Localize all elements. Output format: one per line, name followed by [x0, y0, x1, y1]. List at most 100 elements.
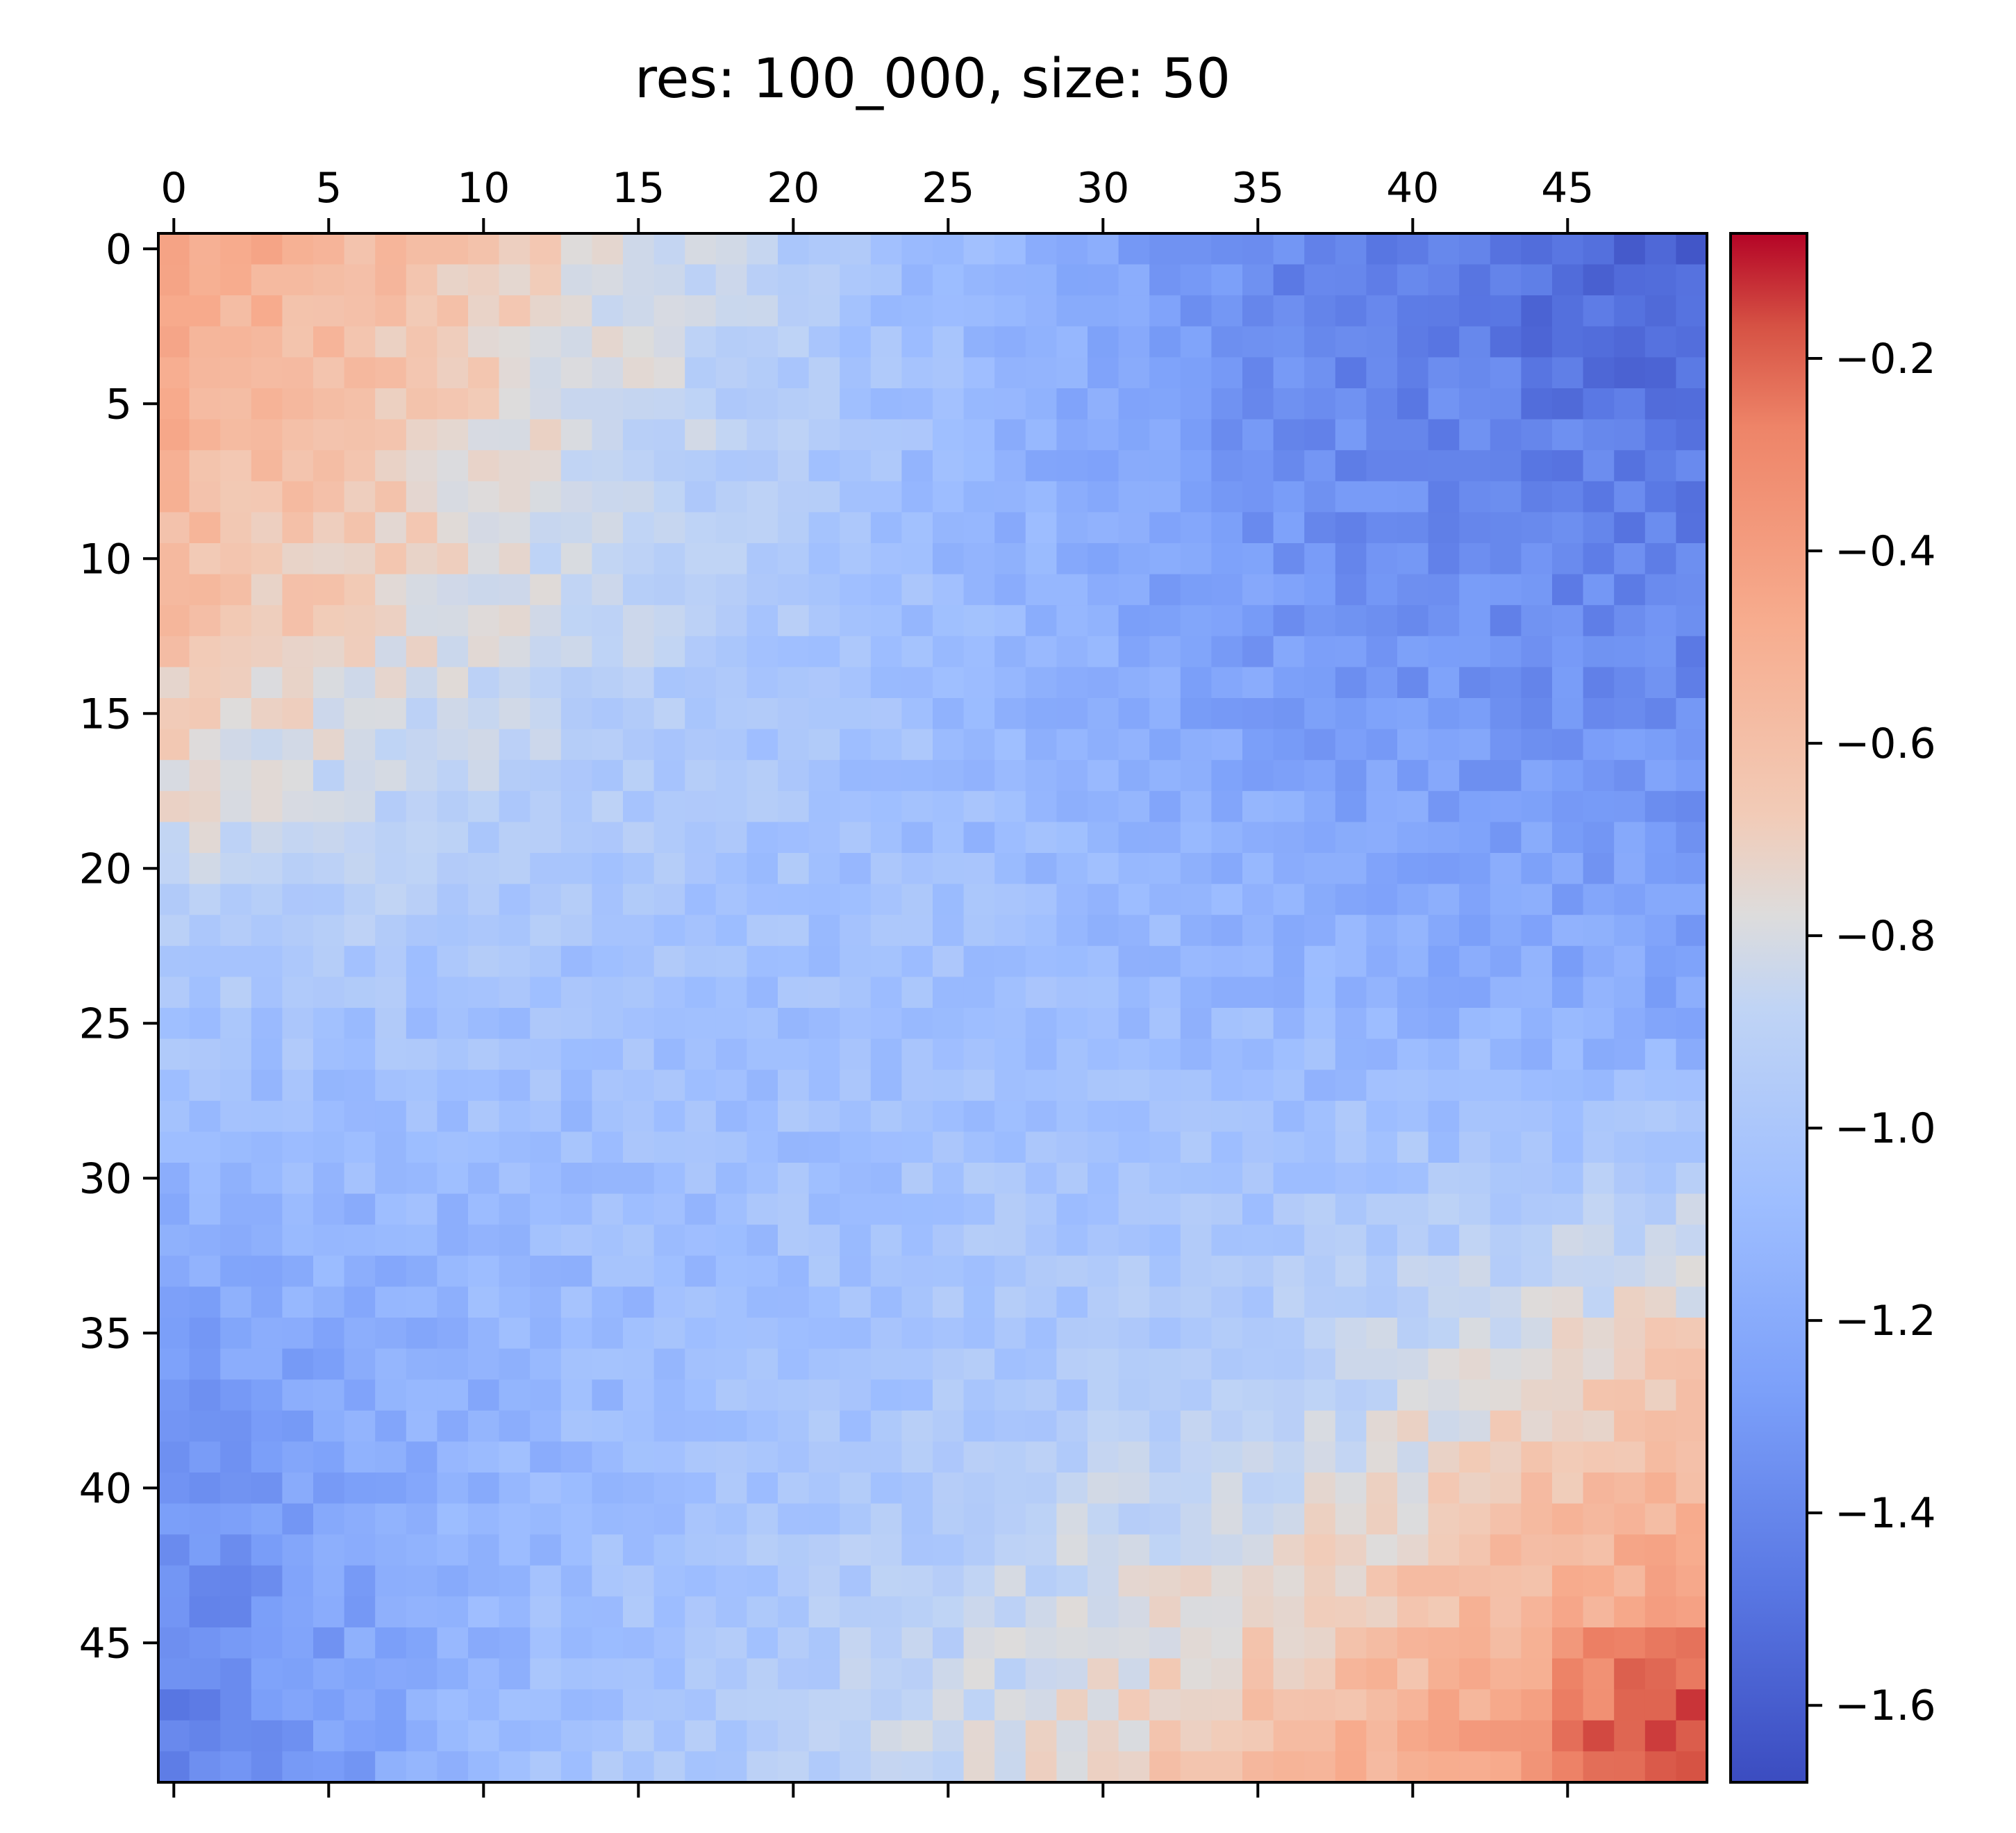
heatmap-cell: [1180, 1751, 1212, 1783]
heatmap-cell: [1118, 1627, 1150, 1659]
heatmap-cell: [1552, 1008, 1584, 1040]
heatmap-cell: [220, 543, 252, 575]
heatmap-cell: [251, 574, 283, 606]
heatmap-cell: [375, 1225, 407, 1256]
heatmap-cell: [592, 822, 624, 854]
heatmap-cell: [1644, 1751, 1676, 1783]
heatmap-cell: [1552, 1565, 1584, 1597]
heatmap-cell: [623, 760, 655, 792]
heatmap-cell: [468, 760, 500, 792]
heatmap-cell: [747, 1070, 778, 1102]
heatmap-cell: [1025, 1473, 1057, 1504]
heatmap-cell: [778, 605, 810, 637]
heatmap-cell: [344, 853, 376, 885]
heatmap-cell: [1149, 1255, 1181, 1287]
heatmap-cell: [468, 636, 500, 667]
heatmap-cell: [1521, 667, 1553, 699]
heatmap-cell: [1614, 295, 1646, 327]
heatmap-cell: [313, 729, 345, 761]
heatmap-cell: [1304, 1100, 1336, 1132]
heatmap-cell: [715, 729, 747, 761]
heatmap-cell: [933, 326, 965, 358]
heatmap-cell: [715, 915, 747, 947]
heatmap-cell: [1428, 790, 1460, 822]
heatmap-cell: [1490, 729, 1522, 761]
heatmap-cell: [1459, 419, 1491, 451]
heatmap-cell: [1273, 915, 1305, 947]
heatmap-cell: [1180, 357, 1212, 389]
heatmap-cell: [715, 667, 747, 699]
heatmap-cell: [901, 1225, 933, 1256]
heatmap-cell: [592, 1720, 624, 1752]
heatmap-cell: [1304, 1255, 1336, 1287]
heatmap-cell: [808, 388, 840, 420]
heatmap-cell: [189, 481, 221, 513]
heatmap-cell: [963, 1193, 995, 1225]
heatmap-cell: [530, 822, 562, 854]
heatmap-cell: [623, 1689, 655, 1721]
heatmap-cell: [1644, 233, 1676, 265]
heatmap-cell: [1335, 915, 1367, 947]
heatmap-cell: [1644, 1225, 1676, 1256]
heatmap-cell: [1552, 977, 1584, 1009]
heatmap-cell: [1025, 512, 1057, 544]
heatmap-cell: [1242, 729, 1274, 761]
heatmap-cell: [963, 388, 995, 420]
heatmap-cell: [158, 295, 190, 327]
heatmap-cell: [1056, 419, 1088, 451]
heatmap-cell: [994, 1410, 1026, 1442]
heatmap-cell: [1397, 698, 1429, 730]
heatmap-cell: [1676, 729, 1708, 761]
heatmap-cell: [1397, 760, 1429, 792]
heatmap-cell: [189, 357, 221, 389]
heatmap-cell: [158, 915, 190, 947]
heatmap-cell: [592, 295, 624, 327]
heatmap-cell: [1676, 1720, 1708, 1752]
heatmap-cell: [653, 481, 685, 513]
heatmap-cell: [778, 388, 810, 420]
heatmap-cell: [437, 233, 469, 265]
heatmap-cell: [1025, 915, 1057, 947]
heatmap-cell: [653, 1131, 685, 1163]
heatmap-cell: [685, 1720, 717, 1752]
heatmap-cell: [778, 760, 810, 792]
heatmap-cell: [282, 1038, 314, 1070]
heatmap-cell: [1088, 1070, 1119, 1102]
heatmap-cell: [344, 264, 376, 296]
heatmap-cell: [1149, 636, 1181, 667]
heatmap-cell: [1149, 1503, 1181, 1535]
heatmap-cell: [653, 1503, 685, 1535]
heatmap-cell: [1025, 357, 1057, 389]
heatmap-cell: [963, 1286, 995, 1318]
heatmap-cell: [1521, 915, 1553, 947]
heatmap-cell: [623, 1441, 655, 1473]
heatmap-cell: [344, 295, 376, 327]
heatmap-cell: [1614, 1627, 1646, 1659]
heatmap-cell: [1644, 729, 1676, 761]
heatmap-cell: [1180, 1379, 1212, 1411]
heatmap-cell: [933, 1225, 965, 1256]
heatmap-cell: [1397, 1473, 1429, 1504]
heatmap-cell: [901, 605, 933, 637]
heatmap-cell: [1521, 1503, 1553, 1535]
heatmap-cell: [715, 357, 747, 389]
heatmap-cell: [1644, 1473, 1676, 1504]
heatmap-cell: [870, 233, 902, 265]
heatmap-cell: [840, 884, 872, 915]
heatmap-cell: [715, 1131, 747, 1163]
heatmap-cell: [282, 1658, 314, 1690]
heatmap-cell: [1644, 1658, 1676, 1690]
heatmap-cell: [499, 481, 531, 513]
heatmap-cell: [901, 698, 933, 730]
heatmap-cell: [1614, 1689, 1646, 1721]
heatmap-cell: [963, 1100, 995, 1132]
heatmap-cell: [375, 1627, 407, 1659]
heatmap-cell: [1676, 450, 1708, 482]
heatmap-cell: [530, 233, 562, 265]
heatmap-cell: [1056, 450, 1088, 482]
heatmap-cells: [158, 233, 1708, 1783]
heatmap-cell: [808, 667, 840, 699]
heatmap-cell: [375, 1131, 407, 1163]
heatmap-cell: [870, 605, 902, 637]
heatmap-cell: [560, 1038, 592, 1070]
